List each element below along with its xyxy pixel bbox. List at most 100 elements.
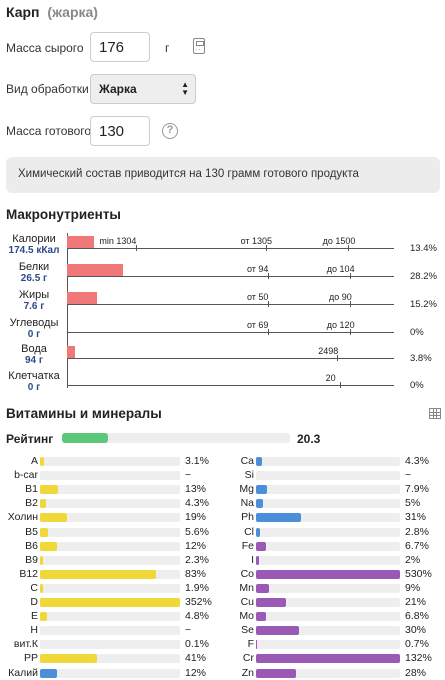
- macro-percent: 28.2%: [410, 271, 437, 282]
- nutrient-name: Ca: [240, 455, 254, 467]
- nutrient-row: E 4.8%: [6, 610, 209, 624]
- nutrient-name: Si: [244, 469, 254, 482]
- macro-mark-tick: [350, 273, 351, 279]
- nutrient-bar-track: [256, 668, 400, 678]
- nutrient-row: H ~: [6, 624, 206, 638]
- macro-value: 26.5 г: [20, 273, 48, 284]
- nutrient-percent: 132%: [405, 652, 432, 665]
- nutrient-name: Холин: [7, 511, 38, 524]
- nutrient-percent: 352%: [185, 596, 212, 608]
- nutrient-bar-track: [256, 612, 400, 622]
- cooked-mass-label: Масса готового: [6, 124, 92, 138]
- macro-mark-tick: [268, 301, 269, 307]
- nutrient-row: Fe 6.7%: [222, 540, 429, 554]
- nutrient-percent: 9%: [405, 581, 421, 594]
- macro-value: 7.6 г: [23, 301, 45, 312]
- macro-mark-tick: [337, 355, 338, 361]
- macro-mark-tick: [350, 301, 351, 307]
- nutrient-bar-track: [40, 640, 180, 650]
- macro-baseline: [67, 332, 394, 333]
- macro-baseline: [67, 248, 394, 249]
- nutrient-percent: 4.8%: [185, 610, 209, 623]
- nutrient-percent: 83%: [185, 567, 207, 580]
- nutrient-row: Zn 28%: [222, 667, 426, 680]
- macro-value: 0 г: [27, 382, 41, 393]
- table-icon[interactable]: [429, 408, 441, 419]
- macro-mark-tick: [340, 382, 341, 388]
- nutrient-bar-track: [256, 626, 400, 636]
- nutrient-bar-fill: [256, 569, 400, 579]
- product-processing: (жарка): [47, 4, 98, 20]
- nutrient-bar-track: [256, 513, 400, 523]
- nutrient-percent: 19%: [185, 511, 207, 524]
- macro-mark-label: min 1304: [99, 236, 137, 246]
- nutrient-name: H: [30, 624, 38, 637]
- macro-percent: 0%: [410, 327, 424, 338]
- calculator-icon[interactable]: [193, 38, 205, 54]
- nutrient-name: b-car: [14, 469, 38, 482]
- processing-select[interactable]: Жарка ▲ ▼: [90, 74, 196, 104]
- nutrient-percent: 5%: [405, 497, 421, 510]
- nutrient-percent: 1.9%: [185, 581, 209, 594]
- nutrient-name: Co: [240, 567, 254, 580]
- macro-mark-tick: [268, 329, 269, 335]
- product-name: Карп: [6, 4, 40, 20]
- composition-note: Химический состав приводится на 130 грам…: [6, 157, 440, 193]
- help-icon[interactable]: ?: [162, 123, 178, 139]
- nutrient-bar-track: [40, 569, 180, 579]
- nutrient-name: B1: [25, 483, 38, 496]
- rating-bar: [62, 433, 290, 443]
- nutrient-bar-track: [256, 471, 400, 481]
- cooked-mass-input[interactable]: 130: [90, 116, 150, 146]
- nutrient-row: вит.К 0.1%: [6, 638, 209, 652]
- nutrient-bar-fill: [256, 499, 263, 509]
- macro-value: 174.5 кКал: [8, 245, 60, 256]
- macro-mark-label: от 94: [247, 264, 269, 274]
- nutrient-row: Ph 31%: [222, 511, 426, 525]
- macro-mark-tick: [266, 245, 267, 251]
- nutrient-bar-fill: [40, 541, 57, 551]
- macro-name: Белки: [18, 261, 50, 273]
- nutrient-bar-fill: [40, 583, 43, 593]
- nutrient-percent: 6.7%: [405, 539, 429, 552]
- nutrient-bar-fill: [256, 640, 257, 650]
- nutrient-bar-track: [40, 654, 180, 664]
- macro-percent: 0%: [410, 380, 424, 391]
- nutrient-bar-fill: [256, 457, 262, 466]
- nutrient-row: Cr 132%: [222, 652, 432, 666]
- nutrient-percent: 4.3%: [185, 497, 209, 510]
- nutrient-percent: 2%: [405, 553, 421, 566]
- nutrient-percent: ~: [405, 469, 412, 482]
- nutrient-name: C: [30, 581, 38, 594]
- nutrient-bar-track: [256, 527, 400, 537]
- nutrient-bar-fill: [256, 668, 296, 678]
- nutrient-percent: 31%: [405, 511, 427, 524]
- macro-mark-tick: [268, 273, 269, 279]
- macro-row: Жиры 7.6 г от 50 до 90 15.2%: [0, 289, 445, 319]
- nutrient-name: I: [251, 553, 254, 566]
- macro-mark-label: 20: [325, 373, 336, 383]
- nutrient-bar-track: [40, 598, 180, 607]
- nutrient-row: Co 530%: [222, 567, 432, 582]
- nutrient-bar-track: [40, 626, 180, 636]
- nutrient-bar-fill: [256, 654, 400, 664]
- raw-mass-input[interactable]: 176: [90, 32, 150, 62]
- macro-row: Клетчатка 0 г 20 0%: [0, 370, 445, 400]
- nutrient-percent: 2.8%: [405, 525, 429, 538]
- macro-bar: [67, 292, 97, 304]
- nutrient-name: Mn: [239, 581, 254, 594]
- rating-bar-fill: [62, 433, 108, 443]
- nutrient-percent: 0.1%: [185, 638, 209, 651]
- nutrient-bar-track: [40, 668, 180, 678]
- macro-percent: 3.8%: [410, 353, 432, 364]
- nutrient-percent: 530%: [405, 567, 432, 580]
- macro-percent: 13.4%: [410, 243, 437, 254]
- nutrient-bar-track: [40, 471, 180, 481]
- nutrient-bar-fill: [256, 555, 259, 565]
- nutrient-percent: ~: [185, 469, 192, 482]
- nutrient-bar-fill: [256, 513, 301, 523]
- nutrient-bar-track: [256, 457, 400, 466]
- nutrient-name: Калий: [8, 666, 38, 679]
- nutrient-bar-track: [40, 485, 180, 495]
- nutrient-bar-track: [256, 499, 400, 509]
